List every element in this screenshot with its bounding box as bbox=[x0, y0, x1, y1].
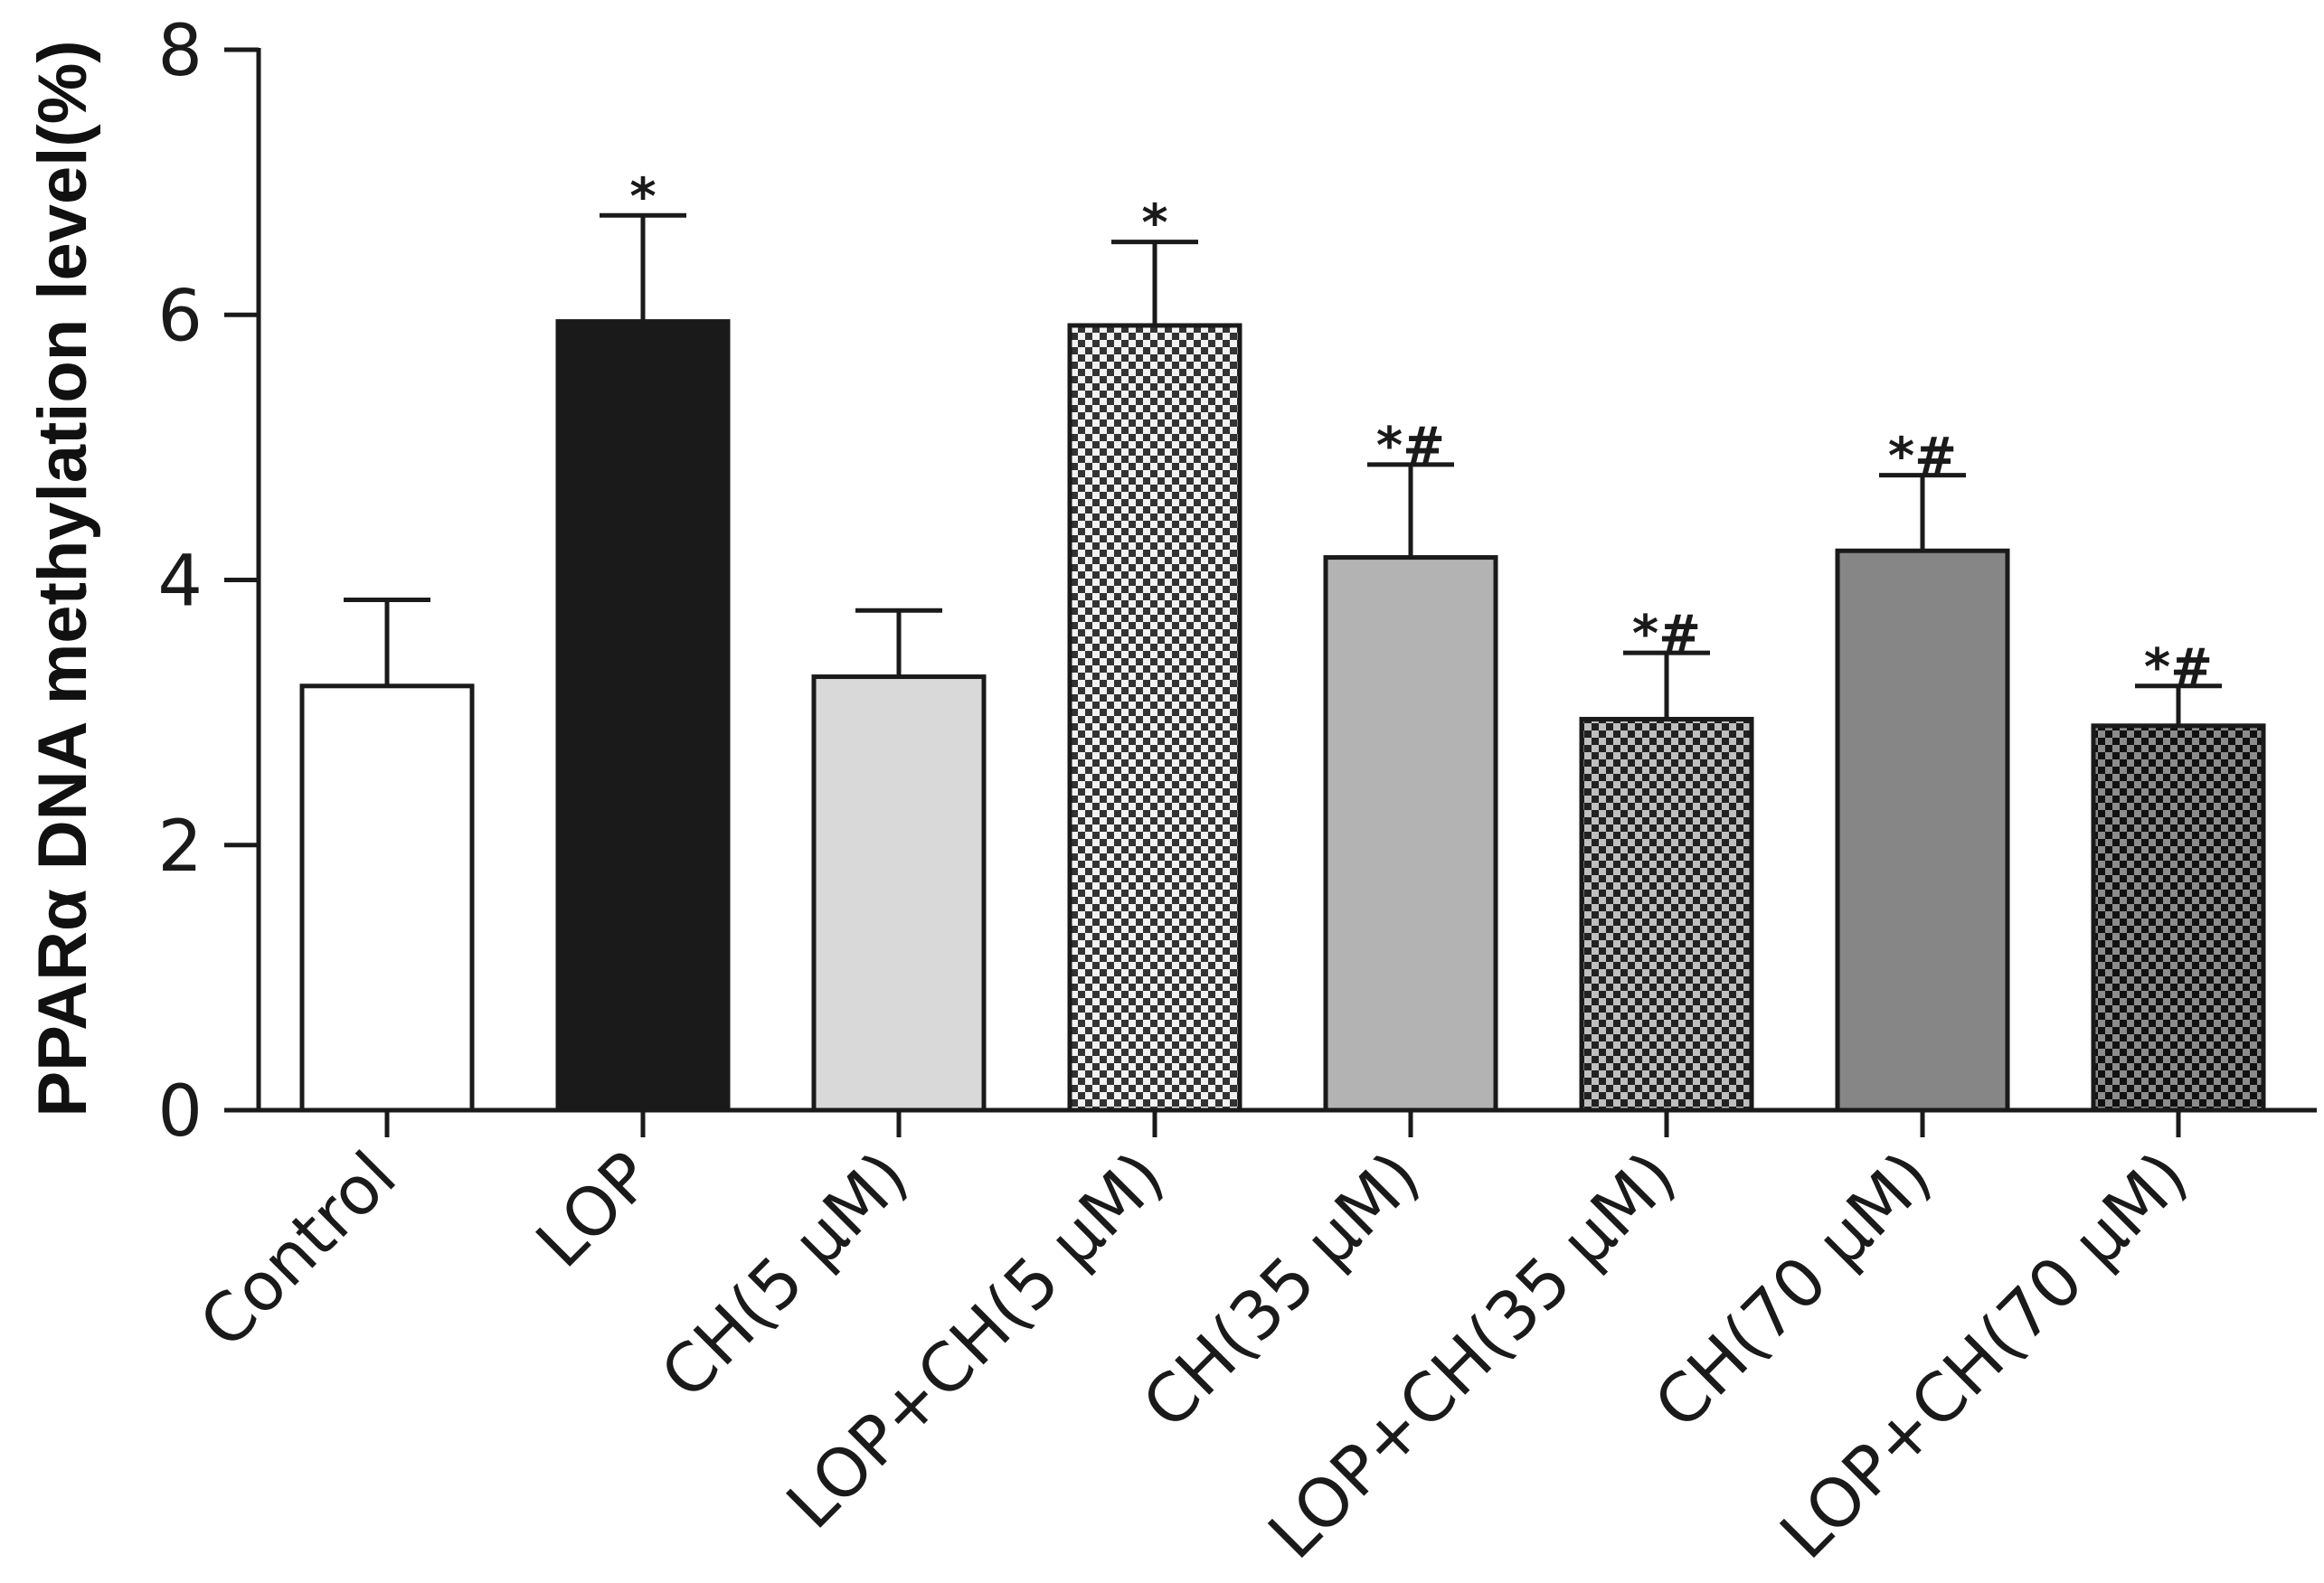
y-tick-label: 8 bbox=[157, 11, 203, 92]
significance-marker: *# bbox=[2144, 638, 2213, 697]
significance-layer: * * *# *# *# *# bbox=[629, 167, 2213, 697]
y-tick-label: 0 bbox=[157, 1071, 203, 1153]
bar bbox=[1323, 555, 1498, 1113]
y-axis-label: PPARα DNA methylation level(%) bbox=[24, 40, 101, 1117]
significance-marker: *# bbox=[1888, 428, 1957, 486]
bar bbox=[555, 319, 731, 1113]
significance-marker: *# bbox=[1632, 605, 1701, 664]
x-tick-label: CH(5 μM) bbox=[647, 1137, 923, 1414]
y-tick-label: 4 bbox=[157, 542, 203, 623]
bar bbox=[2091, 723, 2266, 1113]
bar bbox=[811, 674, 987, 1113]
y-tick-label: 6 bbox=[157, 276, 203, 357]
significance-marker: *# bbox=[1376, 417, 1445, 476]
significance-marker: * bbox=[629, 167, 656, 226]
bars-layer bbox=[299, 319, 2266, 1113]
bar bbox=[1835, 548, 2010, 1113]
bar bbox=[1579, 716, 1754, 1113]
significance-marker: * bbox=[1141, 194, 1167, 253]
bar bbox=[1067, 323, 1242, 1113]
y-ticks-layer: 0 2 4 6 8 bbox=[157, 11, 259, 1153]
y-tick-label: 2 bbox=[157, 806, 203, 888]
x-tick-label: Control bbox=[185, 1137, 411, 1363]
x-tick-label: LOP bbox=[522, 1137, 667, 1283]
bar bbox=[299, 683, 475, 1113]
error-bars-layer bbox=[344, 212, 2222, 726]
